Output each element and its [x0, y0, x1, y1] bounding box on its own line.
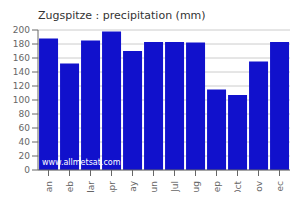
svg-text:200: 200 [13, 25, 30, 35]
svg-text:20: 20 [19, 151, 31, 161]
svg-text:140: 140 [13, 67, 30, 77]
svg-text:100: 100 [13, 95, 30, 105]
svg-text:60: 60 [19, 123, 31, 133]
svg-text:80: 80 [19, 109, 31, 119]
svg-text:40: 40 [19, 137, 31, 147]
html-text:www.allmetsat.com: www.allmetsat.com [42, 158, 121, 167]
svg-text:Nov: Nov [254, 180, 264, 192]
svg-text:May: May [128, 180, 138, 192]
svg-text:180: 180 [13, 39, 30, 49]
svg-text:Apr: Apr [107, 181, 117, 192]
svg-text:Dec: Dec [275, 181, 285, 192]
svg-text:Mar: Mar [86, 181, 96, 192]
svg-text:160: 160 [13, 53, 30, 63]
svg-text:Aug: Aug [191, 181, 201, 192]
svg-text:Sep: Sep [212, 181, 222, 192]
html-text:Zugspitze : precipitation (mm): Zugspitze : precipitation (mm) [38, 9, 206, 22]
svg-text:Jun: Jun [149, 181, 159, 192]
svg-text:Jul: Jul [170, 181, 180, 192]
svg-text:0: 0 [24, 165, 30, 175]
svg-text:120: 120 [13, 81, 30, 91]
svg-text:Jan: Jan [44, 181, 54, 192]
svg-text:Oct: Oct [233, 181, 243, 192]
svg-text:Feb: Feb [65, 181, 75, 192]
